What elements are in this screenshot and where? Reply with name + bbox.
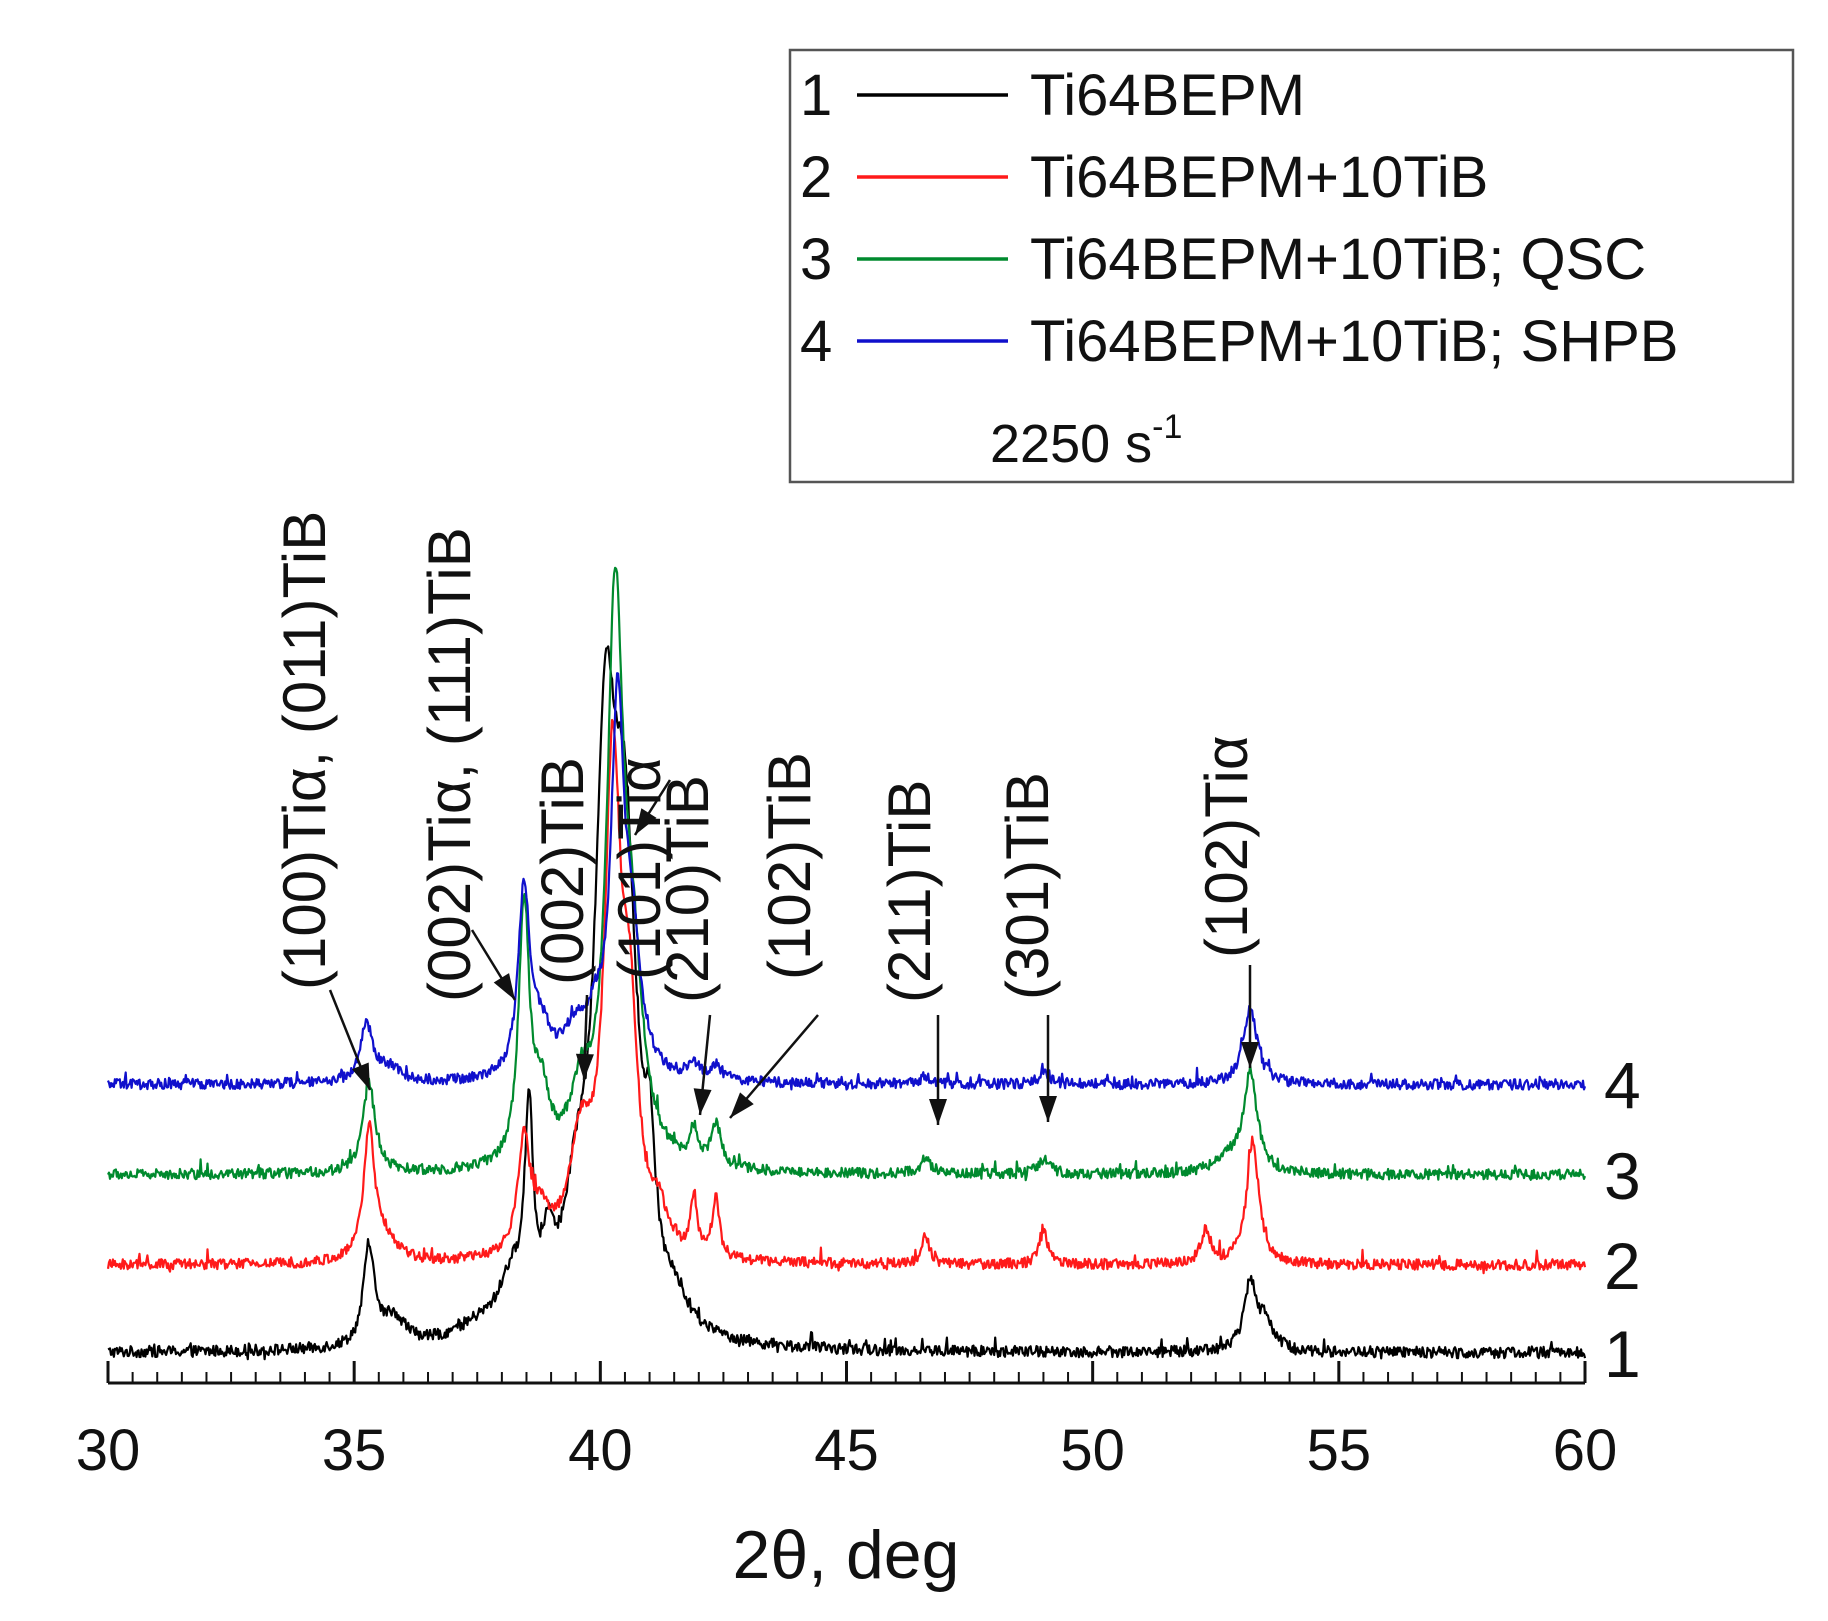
legend: 1 Ti64BEPM 2 Ti64BEPM+10TiB 3 Ti64BEPM+10TiB;… (788, 48, 1795, 484)
x-tick-label: 30 (76, 1418, 141, 1483)
peak-annotation-label: (002)TiB (529, 757, 596, 985)
legend-rate-exponent: -1 (1152, 408, 1182, 446)
legend-number-1: 1 (800, 63, 832, 128)
x-axis: 30 35 40 45 50 55 60 (76, 1361, 1618, 1483)
peak-annotation-label: (100)Tiα, (011)TiB (271, 511, 338, 990)
peak-annotation-label: (210)TiB (654, 775, 721, 1003)
peak-annotation-label: (211)TiB (876, 780, 943, 1003)
legend-label-2: Ti64BEPM+10TiB (1030, 145, 1488, 210)
legend-number-3: 3 (800, 227, 832, 292)
x-tick-label: 35 (322, 1418, 387, 1483)
x-tick-label: 45 (814, 1418, 879, 1483)
peak-annotation-arrowhead (730, 1092, 754, 1118)
curve-label-3: 3 (1604, 1139, 1641, 1213)
curve-label-1: 1 (1604, 1317, 1641, 1391)
peak-annotation-arrowhead (351, 1062, 370, 1090)
legend-rate-value: 2250 s (990, 414, 1152, 474)
peak-annotation-arrowhead (1241, 1042, 1259, 1068)
series-4-line (106, 672, 1587, 1091)
series-1-line (107, 645, 1587, 1361)
peak-annotation-arrowhead (493, 973, 515, 1000)
legend-entries: 1 Ti64BEPM 2 Ti64BEPM+10TiB 3 Ti64BEPM+10TiB;… (800, 63, 1678, 374)
curve-labels: 1 2 3 4 (1604, 1049, 1641, 1391)
x-axis-title: 2θ, deg (733, 1517, 960, 1593)
legend-label-1: Ti64BEPM (1030, 63, 1305, 128)
peak-annotation-arrowhead (575, 1053, 594, 1080)
legend-number-4: 4 (800, 309, 832, 374)
legend-box (788, 48, 1795, 484)
peak-annotation-label: (102)Tiα (1193, 735, 1260, 958)
x-tick-label: 55 (1307, 1418, 1372, 1483)
peak-annotation-arrowhead (929, 1099, 947, 1125)
series-layer (106, 566, 1587, 1361)
x-tick-label: 40 (568, 1418, 633, 1483)
series-3-line (107, 566, 1587, 1182)
peak-annotation-arrowhead (1039, 1096, 1057, 1122)
x-tick-label: 60 (1553, 1418, 1618, 1483)
peak-annotation-arrowhead (635, 808, 657, 835)
peak-annotation-label: (102)TiB (756, 752, 823, 980)
peak-annotation-arrowhead (693, 1088, 712, 1115)
curve-label-4: 4 (1604, 1049, 1641, 1123)
peak-annotation-label: (301)TiB (994, 772, 1061, 1000)
peak-annotation-label: (002)Tiα, (111)TiB (416, 527, 483, 1002)
legend-label-4: Ti64BEPM+10TiB; SHPB (1030, 309, 1678, 374)
legend-label-3: Ti64BEPM+10TiB; QSC (1030, 227, 1646, 292)
x-tick-label: 50 (1060, 1418, 1125, 1483)
legend-rate-note: 2250 s-1 (990, 408, 1182, 474)
legend-number-2: 2 (800, 145, 832, 210)
series-2-line (106, 718, 1587, 1275)
curve-label-2: 2 (1604, 1229, 1641, 1303)
peak-annotations: (100)Tiα, (011)TiB (002)Tiα, (111)TiB (002… (271, 511, 1260, 1125)
